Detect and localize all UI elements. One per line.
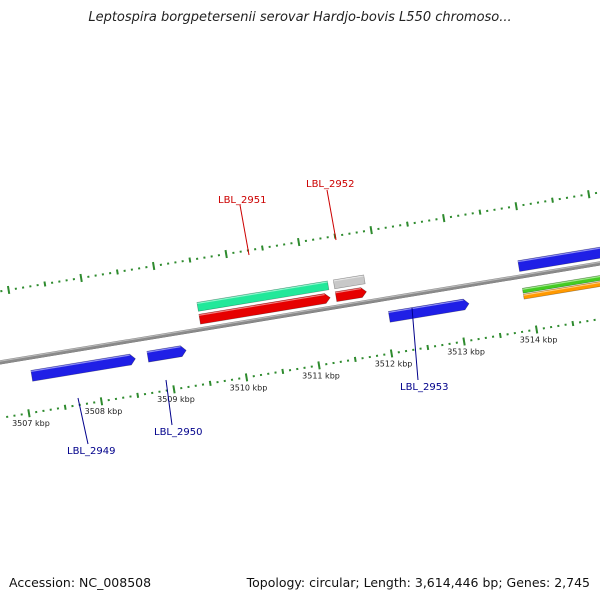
- gene-blue-4[interactable]: [517, 246, 600, 272]
- gene-highlight: [388, 299, 464, 313]
- gene-highlight: [523, 281, 600, 296]
- forward-tick: [478, 209, 482, 215]
- scale-label-3510: 3510 kbp: [230, 383, 268, 392]
- genome-summary-text: Topology: circular; Length: 3,614,446 bp…: [246, 575, 590, 590]
- label-leader-lbl-2952: [326, 189, 337, 241]
- gene-blue-1[interactable]: [30, 353, 136, 382]
- gene-highlight: [146, 346, 181, 353]
- gene-highlight: [522, 275, 600, 290]
- gene-label-lbl-2953[interactable]: LBL_2953: [400, 382, 448, 393]
- chromosome-backbone: [0, 261, 600, 365]
- reverse-tick: [462, 337, 466, 346]
- gene-label-lbl-2949[interactable]: LBL_2949: [67, 446, 115, 457]
- reverse-tick: [244, 373, 249, 382]
- label-leader-lbl-2949: [77, 397, 89, 445]
- forward-tick: [587, 190, 591, 199]
- scale-label-3511: 3511 kbp: [302, 371, 340, 380]
- forward-tick: [224, 249, 228, 259]
- forward-tick: [551, 197, 554, 203]
- forward-tick: [406, 221, 409, 227]
- gene-label-lbl-2951[interactable]: LBL_2951: [218, 195, 266, 206]
- backbone-highlight: [0, 261, 600, 362]
- reverse-tick: [281, 368, 285, 375]
- gene-highlight: [196, 281, 328, 305]
- gene-highlight: [198, 293, 325, 316]
- reverse-tick: [208, 380, 212, 386]
- map-title: Leptospira borgpetersenii serovar Hardjo…: [88, 10, 512, 25]
- label-leader-lbl-2950: [165, 379, 173, 426]
- label-leader-lbl-2953: [411, 307, 419, 381]
- scale-label-3509: 3509 kbp: [157, 395, 195, 404]
- forward-tick: [43, 281, 47, 287]
- forward-tick: [297, 237, 301, 247]
- gene-gray[interactable]: [332, 274, 366, 290]
- scale-label-3507: 3507 kbp: [12, 419, 50, 428]
- gene-blue-3[interactable]: [387, 298, 470, 323]
- gene-features: [30, 246, 600, 382]
- forward-tick: [152, 261, 156, 271]
- gene-label-lbl-2950[interactable]: LBL_2950: [154, 427, 202, 438]
- forward-tick: [188, 257, 192, 263]
- gene-highlight: [517, 247, 600, 263]
- backbone-line: [0, 261, 600, 365]
- reverse-tick: [63, 404, 67, 410]
- reverse-tick: [172, 385, 176, 394]
- forward-tick: [79, 273, 83, 283]
- forward-tick: [369, 225, 373, 235]
- label-leader-lbl-2951: [239, 204, 250, 256]
- reverse-tick: [498, 332, 502, 339]
- reverse-tick: [426, 344, 430, 351]
- reverse-tick-track: [6, 318, 596, 419]
- gene-red-1[interactable]: [198, 293, 331, 325]
- scale-labels: 3507 kbp 3508 kbp 3509 kbp 3510 kbp 3511 kbp…: [12, 335, 557, 428]
- accession-text: Accession: NC_008508: [9, 575, 152, 590]
- forward-tick: [6, 285, 11, 295]
- gene-highlight: [333, 275, 364, 282]
- reverse-tick: [389, 349, 394, 358]
- reverse-tick: [571, 320, 575, 327]
- gene-label-lbl-2952[interactable]: LBL_2952: [306, 179, 354, 190]
- scale-label-3513: 3513 kbp: [447, 347, 485, 356]
- reverse-tick: [27, 409, 31, 418]
- scale-label-3508: 3508 kbp: [85, 407, 123, 416]
- gene-teal[interactable]: [196, 280, 330, 312]
- forward-tick: [261, 245, 264, 251]
- reverse-tick: [99, 397, 104, 406]
- gene-labels: LBL_2951 LBL_2952 LBL_2953 LBL_2950 LBL_…: [67, 179, 448, 457]
- forward-tick-track: [0, 190, 598, 295]
- reverse-tick: [136, 392, 140, 398]
- reverse-tick: [534, 325, 539, 334]
- gene-blue-2[interactable]: [146, 345, 187, 363]
- reverse-tick: [353, 356, 357, 363]
- gene-highlight: [30, 354, 130, 372]
- scale-label-3512: 3512 kbp: [375, 359, 413, 368]
- forward-tick: [115, 269, 119, 275]
- forward-tick: [442, 214, 446, 223]
- scale-label-3514: 3514 kbp: [520, 335, 558, 344]
- forward-tick: [514, 202, 518, 211]
- gene-highlight: [335, 287, 361, 294]
- reverse-tick: [317, 361, 321, 370]
